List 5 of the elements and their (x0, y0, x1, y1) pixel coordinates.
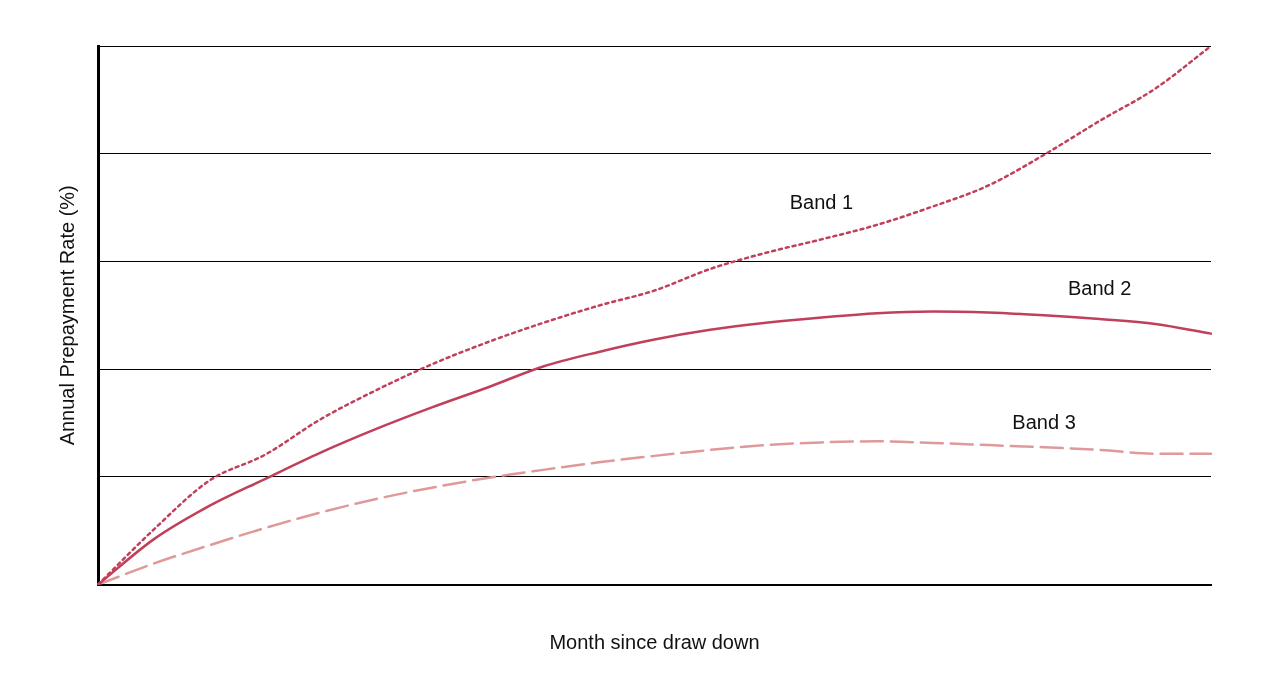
y-axis-title: Annual Prepayment Rate (%) (55, 185, 78, 446)
series-label: Band 1 (789, 190, 854, 213)
x-axis-title: Month since draw down (549, 630, 760, 653)
series-label: Band 3 (1012, 410, 1076, 433)
series-label: Band 2 (1068, 276, 1132, 299)
